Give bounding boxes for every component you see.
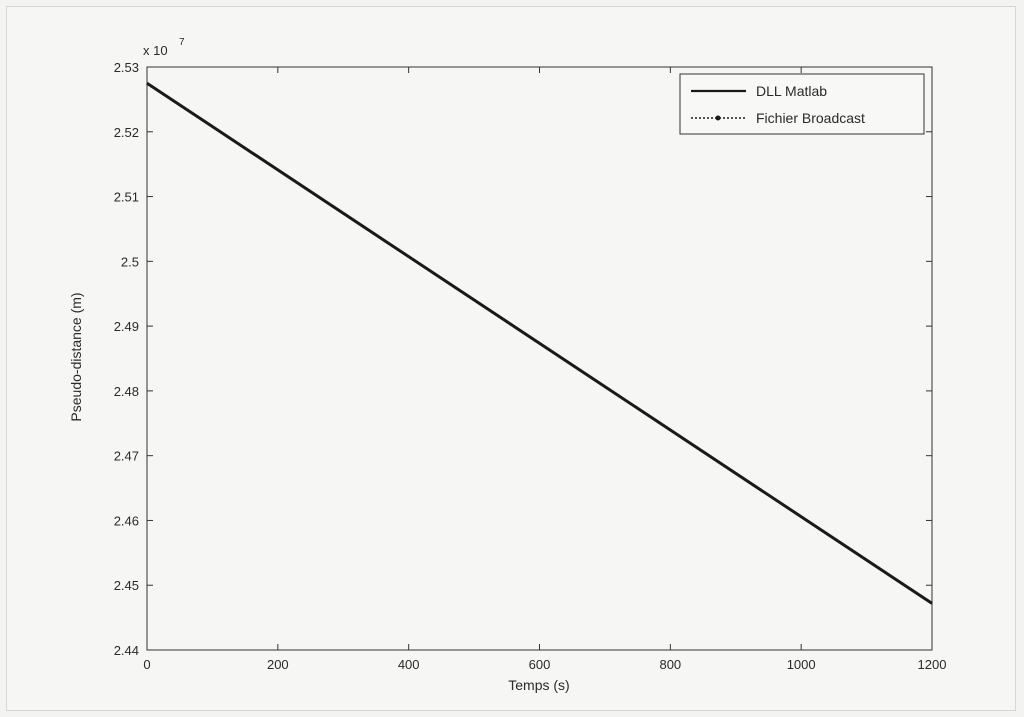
plot-area bbox=[146, 66, 933, 651]
x-tick-label: 800 bbox=[659, 657, 681, 672]
y-tick-label: 2.52 bbox=[114, 125, 139, 140]
x-tick-label: 200 bbox=[267, 657, 289, 672]
x-axis: 0 200 400 600 800 1000 1200 bbox=[143, 67, 946, 672]
x-tick-label: 1000 bbox=[787, 657, 816, 672]
y-tick-label: 2.47 bbox=[114, 449, 139, 464]
legend: DLL Matlab Fichier Broadcast bbox=[679, 73, 925, 135]
y-tick-label: 2.48 bbox=[114, 384, 139, 399]
x-axis-label: Temps (s) bbox=[508, 677, 569, 693]
x-tick-label: 600 bbox=[529, 657, 551, 672]
legend-box bbox=[679, 73, 925, 135]
x-tick-label: 1200 bbox=[918, 657, 947, 672]
x-tick-label: 400 bbox=[398, 657, 420, 672]
series-layer bbox=[146, 81, 933, 605]
y-exponent-power: 7 bbox=[179, 37, 185, 48]
line-chart: 2.442.452.462.472.482.492.52.512.522.53 … bbox=[68, 37, 946, 693]
y-tick-label: 2.51 bbox=[114, 190, 139, 205]
y-axis: 2.44 2.45 2.46 2.47 2.48 2.49 2.5 2.51 2.52 2.53 bbox=[114, 60, 932, 658]
y-exponent-base: x 10 bbox=[143, 43, 168, 58]
y-axis-label: Pseudo-distance (m) bbox=[68, 292, 84, 421]
x-tick-label: 0 bbox=[143, 657, 150, 672]
legend-label-fichier-broadcast: Fichier Broadcast bbox=[756, 110, 865, 126]
y-tick-label: 2.45 bbox=[114, 578, 139, 593]
y-tick-label: 2.53 bbox=[114, 60, 139, 75]
y-tick-label: 2.5 bbox=[121, 254, 139, 269]
legend-marker-fichier-broadcast bbox=[715, 115, 721, 121]
legend-label-dll-matlab: DLL Matlab bbox=[756, 83, 827, 99]
y-tick-label: 2.49 bbox=[114, 319, 139, 334]
y-tick-label: 2.44 bbox=[114, 643, 139, 658]
figure-frame: 2.44 2.45 2.46 2.47 2.48 2.49 2.5 2.51 2.52 2.53 … bbox=[6, 6, 1016, 711]
series-line-fichier-broadcast bbox=[146, 82, 933, 604]
y-tick-label: 2.46 bbox=[114, 513, 139, 528]
